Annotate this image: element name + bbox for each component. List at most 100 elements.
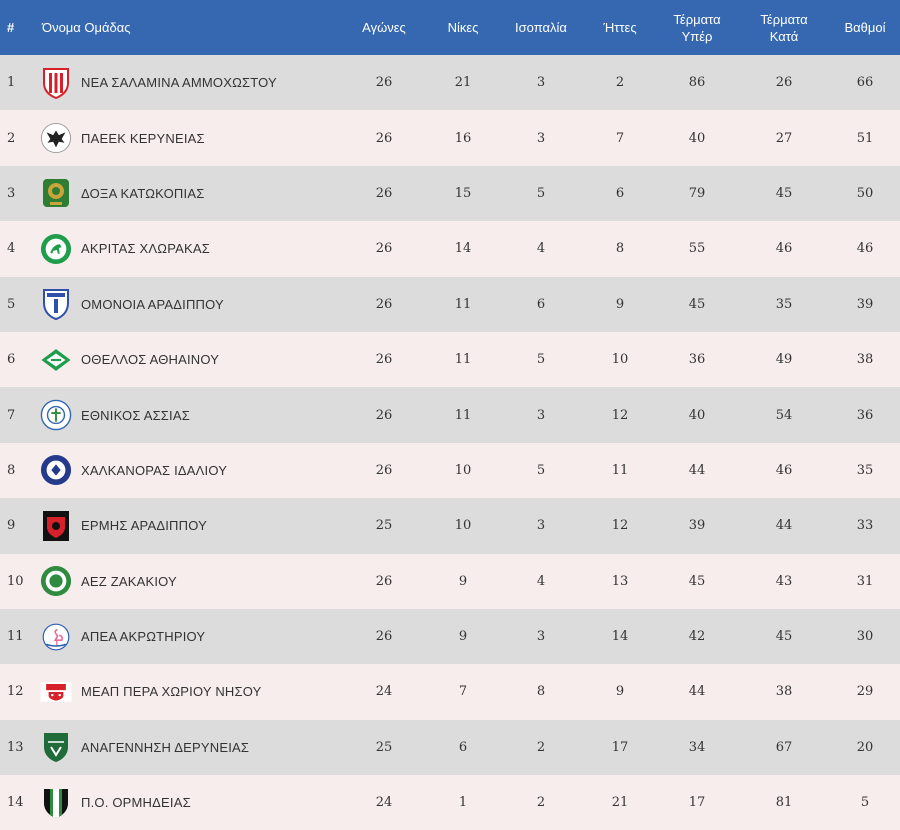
table-row[interactable]: 4 ΑΚΡΙΤΑΣ ΧΛΩΡΑΚΑΣ 26 14 4 8 55 46 46 bbox=[0, 221, 900, 277]
cell-goals-for: 34 bbox=[688, 739, 706, 755]
header-losses[interactable]: Ήττες bbox=[603, 20, 637, 35]
cell-losses: 12 bbox=[611, 407, 629, 423]
table-row[interactable]: 5 ΟΜΟΝΟΙΑ ΑΡΑΔΙΠΠΟΥ 26 11 6 9 45 35 39 bbox=[0, 276, 900, 332]
team-name[interactable]: ΔΟΞΑ ΚΑΤΩΚΟΠΙΑΣ bbox=[81, 185, 205, 201]
header-played[interactable]: Αγώνες bbox=[362, 20, 406, 35]
cell-team: ΕΘΝΙΚΟΣ ΑΣΣΙΑΣ bbox=[38, 387, 340, 442]
team-name[interactable]: ΜΕΑΠ ΠΕΡΑ ΧΩΡΙΟΥ ΝΗΣΟΥ bbox=[81, 684, 262, 700]
table-row[interactable]: 12 ΜΕΑΠ ΠΕΡΑ ΧΩΡΙΟΥ ΝΗΣΟΥ 24 7 8 9 44 38 29 bbox=[0, 664, 900, 720]
cell-draws: 6 bbox=[536, 296, 546, 312]
team-cell: ΟΘΕΛΛΟΣ ΑΘΗΑΙΝΟΥ bbox=[40, 343, 340, 377]
team-name[interactable]: ΑΝΑΓΕΝΝΗΣΗ ΔΕΡΥΝΕΙΑΣ bbox=[81, 739, 250, 755]
nea-salamina-crest-icon bbox=[40, 66, 72, 100]
cell-points: 51 bbox=[856, 130, 874, 146]
table-row[interactable]: 10 ΑΕΖ ΖΑΚΑΚΙΟΥ 26 9 4 13 45 43 31 bbox=[0, 553, 900, 609]
header-draws[interactable]: Ισοπαλία bbox=[515, 20, 567, 35]
othellos-diamond-crest-icon bbox=[40, 343, 72, 377]
cell-rank: 5 bbox=[7, 296, 16, 312]
table-row[interactable]: 14 Π.Ο. ΟΡΜΗΔΕΙΑΣ 24 1 2 21 17 81 5 bbox=[0, 775, 900, 830]
team-cell: ΧΑΛΚΑΝΟΡΑΣ ΙΔΑΛΙΟΥ bbox=[40, 453, 340, 487]
cell-goals-for: 40 bbox=[688, 407, 706, 423]
cell-rank: 1 bbox=[7, 75, 16, 91]
team-name[interactable]: Π.Ο. ΟΡΜΗΔΕΙΑΣ bbox=[81, 795, 191, 811]
header-wins[interactable]: Νίκες bbox=[447, 20, 479, 35]
cell-played: 26 bbox=[375, 629, 393, 645]
header-points[interactable]: Βαθμοί bbox=[844, 20, 886, 35]
cell-draws: 4 bbox=[536, 573, 546, 589]
table-row[interactable]: 6 ΟΘΕΛΛΟΣ ΑΘΗΑΙΝΟΥ 26 11 5 10 36 49 38 bbox=[0, 331, 900, 388]
table-row[interactable]: 11 ΑΠΕΑ ΑΚΡΩΤΗΡΙΟΥ 26 9 3 14 42 45 30 bbox=[0, 608, 900, 665]
team-name[interactable]: ΠΑΕΕΚ ΚΕΡΥΝΕΙΑΣ bbox=[81, 130, 205, 146]
cell-goals-against: 45 bbox=[775, 185, 793, 201]
cell-goals-for: 36 bbox=[688, 352, 706, 368]
cell-rank: 4 bbox=[7, 241, 16, 257]
header-team-name[interactable]: Όνομα Ομάδας bbox=[42, 20, 131, 35]
cell-losses: 9 bbox=[615, 296, 625, 312]
cell-losses: 10 bbox=[611, 352, 629, 368]
team-cell: ΝΕΑ ΣΑΛΑΜΙΝΑ ΑΜΜΟΧΩΣΤΟΥ bbox=[40, 66, 340, 100]
table-row[interactable]: 2 ΠΑΕΕΚ ΚΕΡΥΝΕΙΑΣ 26 16 3 7 40 27 51 bbox=[0, 110, 900, 166]
cell-losses: 14 bbox=[611, 629, 629, 645]
cell-draws: 3 bbox=[536, 75, 546, 91]
cell-team: ΜΕΑΠ ΠΕΡΑ ΧΩΡΙΟΥ ΝΗΣΟΥ bbox=[38, 664, 340, 719]
team-name[interactable]: ΑΠΕΑ ΑΚΡΩΤΗΡΙΟΥ bbox=[81, 629, 206, 645]
header-goals-for[interactable]: Τέρματα Υπέρ bbox=[656, 0, 738, 55]
cell-goals-against: 46 bbox=[775, 462, 793, 478]
team-cell: ΠΑΕΕΚ ΚΕΡΥΝΕΙΑΣ bbox=[40, 121, 340, 155]
team-name[interactable]: ΟΜΟΝΟΙΑ ΑΡΑΔΙΠΠΟΥ bbox=[81, 296, 224, 312]
team-cell: ΟΜΟΝΟΙΑ ΑΡΑΔΙΠΠΟΥ bbox=[40, 287, 340, 321]
cell-goals-for: 44 bbox=[688, 684, 706, 700]
team-name[interactable]: ΟΘΕΛΛΟΣ ΑΘΗΑΙΝΟΥ bbox=[81, 352, 220, 368]
cell-goals-for: 44 bbox=[688, 462, 706, 478]
header-row: # Όνομα Ομάδας Αγώνες Νίκες Ισοπαλία Ήττ… bbox=[0, 0, 900, 55]
cell-goals-against: 45 bbox=[775, 629, 793, 645]
cell-points: 38 bbox=[856, 352, 874, 368]
cell-draws: 5 bbox=[536, 352, 546, 368]
table-header: # Όνομα Ομάδας Αγώνες Νίκες Ισοπαλία Ήττ… bbox=[0, 0, 900, 55]
cell-wins: 6 bbox=[458, 739, 468, 755]
cell-losses: 21 bbox=[611, 795, 629, 811]
table-body: 1 ΝΕΑ ΣΑΛΑΜΙΝΑ ΑΜΜΟΧΩΣΤΟΥ 26 21 3 2 86 26 66 2 ΠΑΕ… bbox=[0, 55, 900, 830]
table-row[interactable]: 8 ΧΑΛΚΑΝΟΡΑΣ ΙΔΑΛΙΟΥ 26 10 5 11 44 46 35 bbox=[0, 442, 900, 499]
header-goals-against[interactable]: Τέρματα Κατά bbox=[738, 0, 830, 55]
cell-goals-against: 81 bbox=[775, 795, 793, 811]
cell-team: ΝΕΑ ΣΑΛΑΜΙΝΑ ΑΜΜΟΧΩΣΤΟΥ bbox=[38, 55, 340, 110]
cell-losses: 11 bbox=[611, 462, 629, 478]
cell-points: 35 bbox=[856, 462, 874, 478]
cell-team: ΔΟΞΑ ΚΑΤΩΚΟΠΙΑΣ bbox=[38, 166, 340, 221]
team-name[interactable]: ΕΘΝΙΚΟΣ ΑΣΣΙΑΣ bbox=[81, 407, 190, 423]
cell-wins: 14 bbox=[454, 241, 472, 257]
cell-rank: 8 bbox=[7, 462, 16, 478]
team-name[interactable]: ΑΕΖ ΖΑΚΑΚΙΟΥ bbox=[81, 573, 177, 589]
cell-rank: 13 bbox=[7, 739, 24, 755]
cell-draws: 5 bbox=[536, 462, 546, 478]
table-row[interactable]: 3 ΔΟΞΑ ΚΑΤΩΚΟΠΙΑΣ 26 15 5 6 79 45 50 bbox=[0, 165, 900, 222]
cell-played: 26 bbox=[375, 130, 393, 146]
cell-goals-against: 44 bbox=[775, 518, 793, 534]
cell-goals-against: 67 bbox=[775, 739, 793, 755]
team-name[interactable]: ΕΡΜΗΣ ΑΡΑΔΙΠΠΟΥ bbox=[81, 518, 207, 534]
cell-played: 25 bbox=[375, 739, 393, 755]
header-rank[interactable]: # bbox=[7, 20, 15, 35]
table-row[interactable]: 7 ΕΘΝΙΚΟΣ ΑΣΣΙΑΣ 26 11 3 12 40 54 36 bbox=[0, 387, 900, 443]
cell-rank: 9 bbox=[7, 518, 16, 534]
cell-draws: 8 bbox=[536, 684, 546, 700]
cell-points: 5 bbox=[860, 795, 870, 811]
team-name[interactable]: ΝΕΑ ΣΑΛΑΜΙΝΑ ΑΜΜΟΧΩΣΤΟΥ bbox=[81, 75, 277, 91]
cell-goals-for: 55 bbox=[688, 241, 706, 257]
team-name[interactable]: ΧΑΛΚΑΝΟΡΑΣ ΙΔΑΛΙΟΥ bbox=[81, 462, 228, 478]
cell-rank: 3 bbox=[7, 185, 16, 201]
table-row[interactable]: 1 ΝΕΑ ΣΑΛΑΜΙΝΑ ΑΜΜΟΧΩΣΤΟΥ 26 21 3 2 86 26 66 bbox=[0, 55, 900, 111]
cell-points: 46 bbox=[856, 241, 874, 257]
team-name[interactable]: ΑΚΡΙΤΑΣ ΧΛΩΡΑΚΑΣ bbox=[81, 241, 210, 257]
team-cell: ΕΘΝΙΚΟΣ ΑΣΣΙΑΣ bbox=[40, 398, 340, 432]
cell-points: 30 bbox=[856, 629, 874, 645]
cell-rank: 2 bbox=[7, 130, 16, 146]
table-row[interactable]: 13 ΑΝΑΓΕΝΝΗΣΗ ΔΕΡΥΝΕΙΑΣ 25 6 2 17 34 67 20 bbox=[0, 719, 900, 776]
table-row[interactable]: 9 ΕΡΜΗΣ ΑΡΑΔΙΠΠΟΥ 25 10 3 12 39 44 33 bbox=[0, 498, 900, 554]
cell-points: 39 bbox=[856, 296, 874, 312]
cell-losses: 8 bbox=[615, 241, 625, 257]
header-goals-against-line1: Τέρματα bbox=[760, 11, 808, 27]
cell-rank: 6 bbox=[7, 352, 16, 368]
